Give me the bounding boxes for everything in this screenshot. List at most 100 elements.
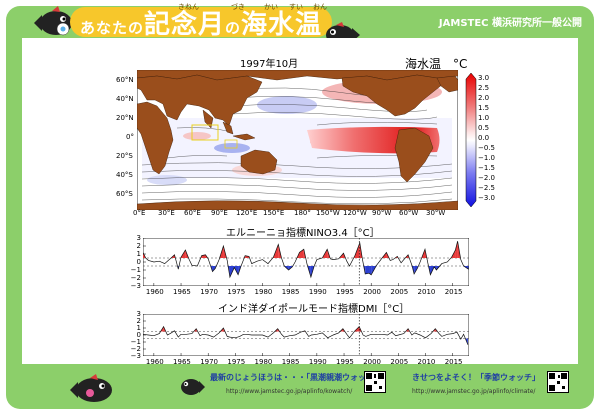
- colorbar-label: −1.5: [478, 164, 495, 172]
- organization-label: JAMSTEC 横浜研究所一般公開: [438, 18, 582, 29]
- index-series-line: [143, 325, 469, 345]
- y-tick-label: −3: [130, 282, 141, 290]
- lat-label: 60°S: [116, 190, 133, 198]
- y-tick-label: 3: [136, 310, 141, 318]
- x-tick-label: 1970: [200, 288, 219, 296]
- ruby-zuki: づき: [231, 3, 245, 11]
- plot-frame: [143, 238, 469, 286]
- negative-event-area: [210, 266, 213, 272]
- y-tick-label: 0: [136, 331, 141, 339]
- x-tick-label: 1980: [254, 288, 273, 296]
- lat-label: 20°N: [116, 114, 134, 122]
- colorbar-label: 3.0: [478, 74, 490, 82]
- lon-label: 120°E: [236, 209, 258, 217]
- climate-link-text[interactable]: きせつをよそく！「季節ウォッチ」: [412, 373, 540, 382]
- colorbar-title: 海水温 °C: [405, 57, 468, 71]
- lon-label: 90°W: [372, 209, 392, 217]
- colorbar: [465, 73, 477, 207]
- lon-label: 30°W: [426, 209, 446, 217]
- lon-label: 60°E: [184, 209, 201, 217]
- map-title: 1997年10月: [240, 59, 299, 70]
- colorbar-label: 2.5: [478, 84, 490, 92]
- x-tick-label: 2015: [444, 358, 463, 366]
- negative-event-area: [369, 266, 372, 275]
- dmi-chart-title: インド洋ダイポールモード指標DMI［°C］: [218, 304, 410, 315]
- ruby-kai: かい: [264, 3, 278, 11]
- x-tick-label: 2015: [444, 288, 463, 296]
- positive-event-area: [382, 252, 387, 258]
- climate-qr-code: [547, 371, 569, 393]
- x-tick-label: 1985: [281, 358, 300, 366]
- ruby-kinen: きねん: [178, 3, 199, 11]
- x-tick-label: 1990: [308, 288, 327, 296]
- nino34-chart-title: エルニーニョ指標NINO3.4［°C］: [226, 228, 380, 239]
- x-tick-label: 2000: [363, 288, 382, 296]
- negative-event-area: [212, 266, 216, 272]
- lat-label: 60°N: [116, 76, 134, 84]
- index-series-line: [143, 241, 469, 279]
- sst-anomaly-map: [137, 70, 458, 210]
- colorbar-label: 2.0: [478, 94, 490, 102]
- x-tick-label: 1990: [308, 358, 327, 366]
- x-tick-label: 1970: [200, 358, 219, 366]
- x-tick-label: 1960: [145, 358, 164, 366]
- positive-event-area: [327, 249, 331, 258]
- x-tick-label: 1965: [173, 288, 191, 296]
- negative-event-area: [365, 266, 370, 274]
- y-tick-label: 2: [136, 242, 141, 250]
- colorbar-label: 1.0: [478, 114, 490, 122]
- x-tick-label: 1980: [254, 358, 273, 366]
- x-tick-label: 2010: [417, 358, 436, 366]
- fish-icon: [70, 374, 112, 402]
- fish-icon: [181, 379, 205, 395]
- lat-label: 0°: [126, 133, 134, 141]
- positive-event-area: [455, 241, 458, 258]
- x-tick-label: 1985: [281, 288, 300, 296]
- colorbar-label: −0.5: [478, 144, 495, 152]
- y-tick-label: −1: [130, 266, 141, 274]
- ruby-sui: すい: [289, 3, 303, 11]
- x-tick-label: 1960: [145, 288, 164, 296]
- lon-label: 0°E: [133, 209, 146, 217]
- y-tick-label: −2: [130, 345, 141, 353]
- x-tick-label: 2000: [363, 358, 382, 366]
- positive-event-area: [220, 328, 224, 332]
- flower-icon: [56, 22, 70, 36]
- nino34-chart: [143, 238, 469, 286]
- climate-url[interactable]: http://www.jamstec.go.jp/aplinfo/climate…: [412, 388, 536, 395]
- lat-label: 40°S: [116, 171, 133, 179]
- positive-event-area: [274, 328, 278, 332]
- ruby-on: おん: [313, 3, 327, 11]
- kowatch-url[interactable]: http://www.jamstec.go.jp/aplinfo/kowatch…: [226, 388, 353, 395]
- positive-event-area: [196, 328, 198, 332]
- kowatch-link-text[interactable]: 最新のじょうほうは・・・「黒潮親潮ウォッチ」: [210, 373, 382, 382]
- lon-label: 60°W: [399, 209, 419, 217]
- positive-event-area: [299, 249, 304, 258]
- positive-event-area: [303, 249, 306, 258]
- positive-event-area: [174, 254, 176, 258]
- y-tick-label: 1: [136, 250, 141, 258]
- plot-frame: [143, 314, 469, 356]
- colorbar-label: 1.5: [478, 104, 490, 112]
- positive-event-area: [322, 249, 328, 258]
- x-tick-label: 1995: [336, 358, 354, 366]
- x-tick-label: 2005: [390, 288, 409, 296]
- y-tick-label: 2: [136, 317, 141, 325]
- x-tick-label: 1995: [336, 288, 354, 296]
- x-tick-label: 2005: [390, 358, 409, 366]
- colorbar-label: 0.5: [478, 124, 490, 132]
- positive-event-area: [205, 254, 208, 258]
- y-tick-label: −3: [130, 352, 141, 360]
- title-banner: [70, 7, 332, 37]
- positive-event-area: [219, 246, 224, 258]
- lat-label: 40°N: [116, 95, 134, 103]
- kowatch-qr-code: [364, 371, 386, 393]
- dmi-chart: [143, 314, 469, 356]
- x-tick-label: 1975: [227, 288, 246, 296]
- lon-label: 150°W: [316, 209, 340, 217]
- lon-label: 30°E: [158, 209, 175, 217]
- lon-label: 150°E: [263, 209, 285, 217]
- lon-label: 120°W: [343, 209, 367, 217]
- colorbar-label: −2.5: [478, 184, 495, 192]
- positive-event-area: [386, 252, 390, 258]
